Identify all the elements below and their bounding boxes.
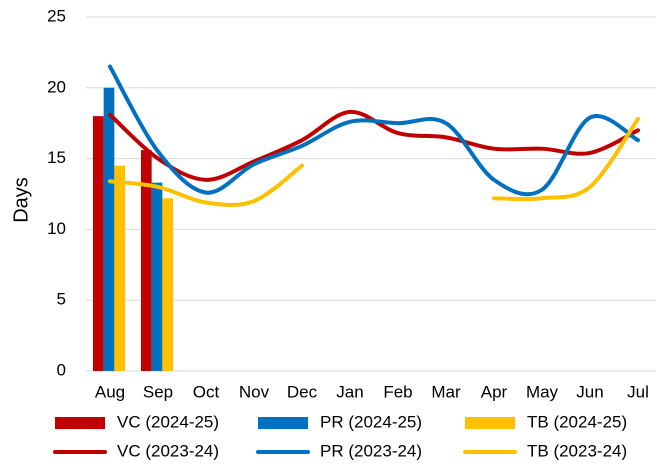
bar (103, 87, 115, 372)
x-tick-label: Aug (95, 382, 125, 401)
x-tick-label: Jun (576, 382, 603, 401)
x-tick-label: Oct (193, 382, 220, 401)
legend-label: VC (2024-25) (117, 412, 219, 431)
line (108, 109, 640, 182)
y-axis-label: Days (10, 177, 32, 223)
bar (114, 165, 126, 371)
line (108, 64, 640, 197)
legend-label: PR (2023-24) (320, 441, 422, 460)
bar (92, 116, 104, 372)
bar (140, 150, 152, 371)
x-tick-label: Jan (336, 382, 363, 401)
line (108, 116, 640, 207)
y-tick-label: 10 (47, 219, 66, 238)
x-tick-label: Mar (431, 382, 461, 401)
bar (162, 198, 174, 371)
y-tick-label: 25 (47, 6, 66, 25)
y-tick-label: 15 (47, 148, 66, 167)
x-tick-label: Dec (287, 382, 318, 401)
x-tick-label: Sep (143, 382, 173, 401)
y-tick-label: 5 (57, 290, 66, 309)
legend-label: TB (2023-24) (527, 441, 627, 460)
legend-label: TB (2024-25) (527, 412, 627, 431)
bar (151, 182, 163, 371)
x-tick-label: Feb (383, 382, 412, 401)
legend-label: VC (2023-24) (117, 441, 219, 460)
legend-label: PR (2024-25) (320, 412, 422, 431)
y-tick-label: 0 (57, 360, 66, 379)
x-tick-label: Jul (627, 382, 649, 401)
legend-swatch (55, 417, 105, 429)
legend-swatch (465, 417, 515, 429)
legend-swatch (258, 417, 308, 429)
y-tick-label: 20 (47, 77, 66, 96)
x-tick-label: Apr (481, 382, 508, 401)
x-tick-label: Nov (239, 382, 270, 401)
x-tick-label: May (526, 382, 559, 401)
